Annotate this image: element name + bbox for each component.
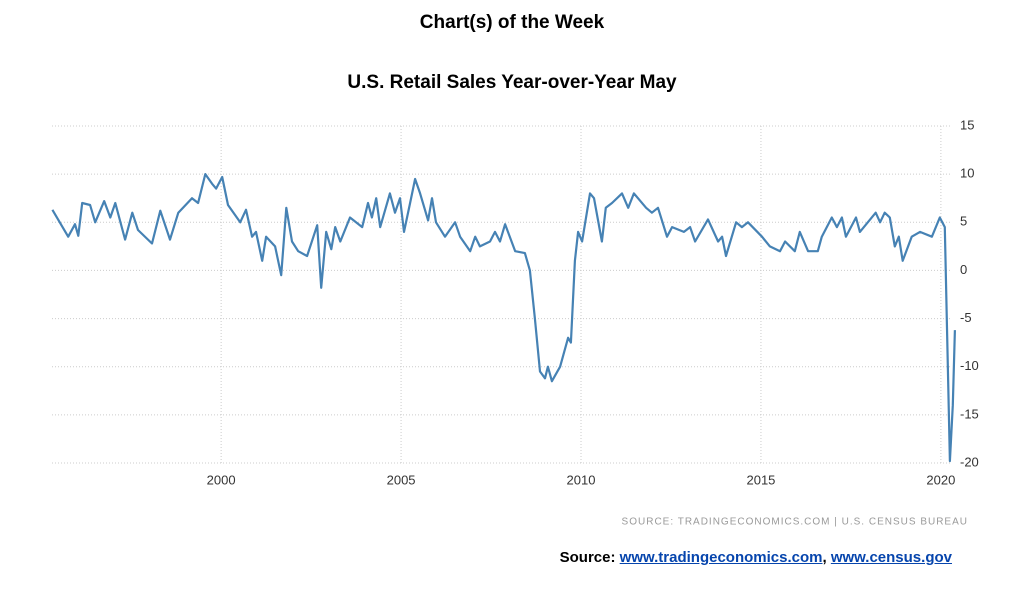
y-tick-label: 0 (960, 262, 967, 277)
x-tick-label: 2020 (926, 472, 955, 487)
line (51, 173, 956, 463)
y-tick-label: -20 (960, 454, 979, 469)
x-tick-label: 2005 (387, 472, 416, 487)
y-tick-label: 5 (960, 214, 967, 229)
link[interactable]: www.tradingeconomics.com (619, 549, 823, 566)
x-tick-label: 2010 (567, 472, 596, 487)
separator: , (822, 549, 827, 566)
x-tick-label: 2015 (746, 472, 775, 487)
chart-subtitle: U.S. Retail Sales Year-over-Year May (347, 72, 677, 93)
x-tick-label: 2000 (207, 472, 236, 487)
y-tick-label: 15 (960, 117, 974, 132)
link[interactable]: www.census.gov (830, 549, 952, 566)
footer-label: Source: (559, 549, 616, 566)
chart-title: Chart(s) of the Week (419, 12, 605, 33)
y-tick-label: -5 (960, 310, 972, 325)
y-tick-label: 10 (960, 166, 974, 181)
footer: Source: www.tradingeconomics.com, www.ce… (560, 549, 952, 566)
y-tick-label: -10 (960, 358, 979, 373)
y-tick-label: -15 (960, 406, 979, 421)
source-note: SOURCE: TRADINGECONOMICS.COM | U.S. CENS… (622, 517, 968, 528)
chart: SOURCE: TRADINGECONOMICS.COM | U.S. CENS… (51, 117, 979, 528)
